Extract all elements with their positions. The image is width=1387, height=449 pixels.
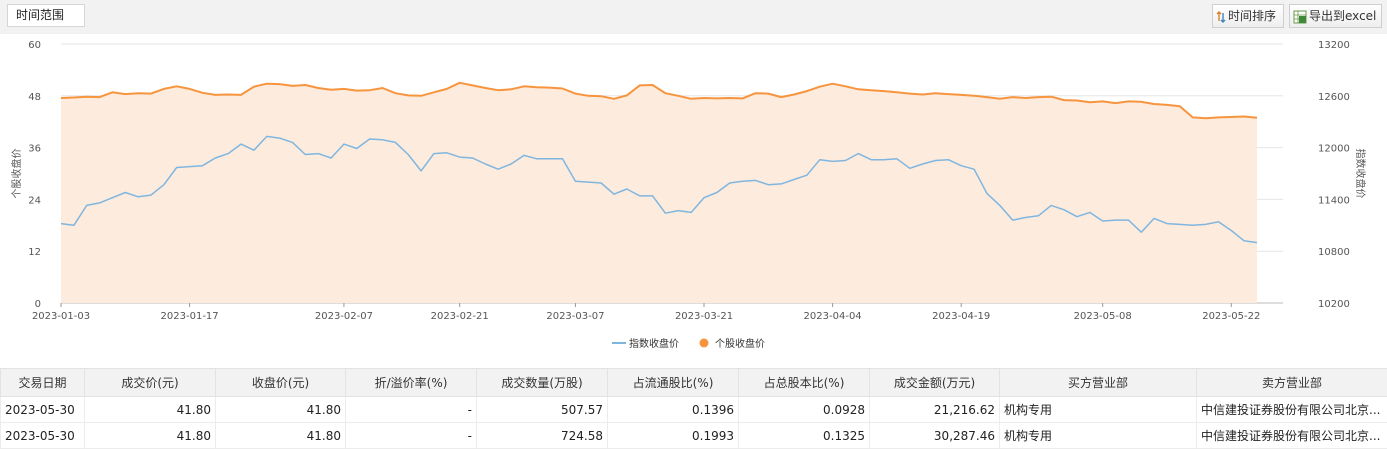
y-right-tick-label: 12000 bbox=[1318, 144, 1350, 155]
cell-total-ratio: 0.1325 bbox=[739, 423, 870, 449]
export-excel-label: 导出到excel bbox=[1309, 9, 1376, 23]
x-tick-label: 2023-04-19 bbox=[932, 311, 990, 322]
col-header[interactable]: 收盘价(元) bbox=[216, 369, 346, 397]
legend-swatch bbox=[700, 339, 709, 348]
cell-amount: 30,287.46 bbox=[870, 423, 1000, 449]
cell-date: 2023-05-30 bbox=[1, 397, 85, 423]
col-header[interactable]: 买方营业部 bbox=[1000, 369, 1197, 397]
excel-icon bbox=[1293, 10, 1307, 24]
table-row: 2023-05-30 41.80 41.80 - 724.58 0.1993 0… bbox=[1, 423, 1387, 449]
cell-volume: 724.58 bbox=[477, 423, 608, 449]
y-right-tick-label: 12600 bbox=[1318, 92, 1350, 103]
y-right-axis-title: 指数收盘价 bbox=[1354, 149, 1367, 199]
y-right-tick-label: 11400 bbox=[1318, 195, 1350, 206]
x-tick-label: 2023-01-17 bbox=[161, 311, 219, 322]
x-tick-label: 2023-05-08 bbox=[1074, 311, 1132, 322]
y-left-tick-label: 24 bbox=[28, 195, 41, 206]
x-tick-label: 2023-04-04 bbox=[804, 311, 862, 322]
y-left-tick-label: 12 bbox=[28, 247, 41, 258]
col-header[interactable]: 成交价(元) bbox=[85, 369, 216, 397]
y-left-tick-label: 60 bbox=[28, 40, 41, 51]
cell-volume: 507.57 bbox=[477, 397, 608, 423]
chart-legend: 指数收盘价 个股收盘价 bbox=[612, 337, 765, 350]
col-header[interactable]: 折/溢价率(%) bbox=[346, 369, 477, 397]
x-tick-label: 2023-02-07 bbox=[315, 311, 373, 322]
export-excel-button[interactable]: 导出到excel bbox=[1289, 4, 1382, 28]
col-header[interactable]: 卖方营业部 bbox=[1197, 369, 1387, 397]
cell-seller: 中信建投证券股份有限公司北京... bbox=[1197, 397, 1387, 423]
sort-arrows-icon bbox=[1216, 11, 1226, 23]
x-tick-label: 2023-02-21 bbox=[431, 311, 489, 322]
y-left-tick-label: 48 bbox=[28, 92, 41, 103]
cell-deal-price: 41.80 bbox=[85, 397, 216, 423]
legend-label: 指数收盘价 bbox=[629, 337, 679, 350]
cell-buyer: 机构专用 bbox=[1000, 397, 1197, 423]
cell-premium: - bbox=[346, 423, 477, 449]
cell-deal-price: 41.80 bbox=[85, 423, 216, 449]
y-left-axis-title: 个股收盘价 bbox=[10, 149, 23, 199]
block-trade-table: 交易日期 成交价(元) 收盘价(元) 折/溢价率(%) 成交数量(万股) 占流通… bbox=[0, 368, 1387, 449]
cell-buyer: 机构专用 bbox=[1000, 423, 1197, 449]
y-right-tick-label: 13200 bbox=[1318, 40, 1350, 51]
cell-premium: - bbox=[346, 397, 477, 423]
time-sort-label: 时间排序 bbox=[1228, 9, 1276, 23]
table-row: 2023-05-30 41.80 41.80 - 507.57 0.1396 0… bbox=[1, 397, 1387, 423]
cell-float-ratio: 0.1396 bbox=[608, 397, 739, 423]
cell-float-ratio: 0.1993 bbox=[608, 423, 739, 449]
cell-close-price: 41.80 bbox=[216, 397, 346, 423]
stock-area-layer bbox=[61, 83, 1257, 303]
price-chart: 0 12 24 36 48 60 10200 10800 11400 12000 12600 1320… bbox=[0, 34, 1387, 364]
cell-seller: 中信建投证券股份有限公司北京... bbox=[1197, 423, 1387, 449]
cell-close-price: 41.80 bbox=[216, 423, 346, 449]
time-sort-button[interactable]: 时间排序 bbox=[1212, 4, 1284, 28]
x-tick-label: 2023-05-22 bbox=[1202, 311, 1260, 322]
col-header[interactable]: 成交数量(万股) bbox=[477, 369, 608, 397]
time-range-select[interactable]: 时间范围 bbox=[7, 4, 85, 27]
cell-amount: 21,216.62 bbox=[870, 397, 1000, 423]
col-header[interactable]: 交易日期 bbox=[1, 369, 85, 397]
col-header[interactable]: 占流通股比(%) bbox=[608, 369, 739, 397]
cell-date: 2023-05-30 bbox=[1, 423, 85, 449]
y-left-tick-label: 0 bbox=[35, 299, 41, 310]
x-tick-label: 2023-01-03 bbox=[32, 311, 90, 322]
x-tick-label: 2023-03-21 bbox=[675, 311, 733, 322]
col-header[interactable]: 占总股本比(%) bbox=[739, 369, 870, 397]
y-right-tick-label: 10800 bbox=[1318, 247, 1350, 258]
y-right-tick-label: 10200 bbox=[1318, 299, 1350, 310]
series-area-1 bbox=[61, 83, 1257, 303]
y-left-tick-label: 36 bbox=[28, 144, 41, 155]
cell-total-ratio: 0.0928 bbox=[739, 397, 870, 423]
toolbar: 时间范围 时间排序 导出到excel bbox=[0, 0, 1387, 34]
col-header[interactable]: 成交金额(万元) bbox=[870, 369, 1000, 397]
table-header-row: 交易日期 成交价(元) 收盘价(元) 折/溢价率(%) 成交数量(万股) 占流通… bbox=[1, 369, 1387, 397]
legend-label: 个股收盘价 bbox=[715, 337, 765, 350]
x-tick-label: 2023-03-07 bbox=[546, 311, 604, 322]
